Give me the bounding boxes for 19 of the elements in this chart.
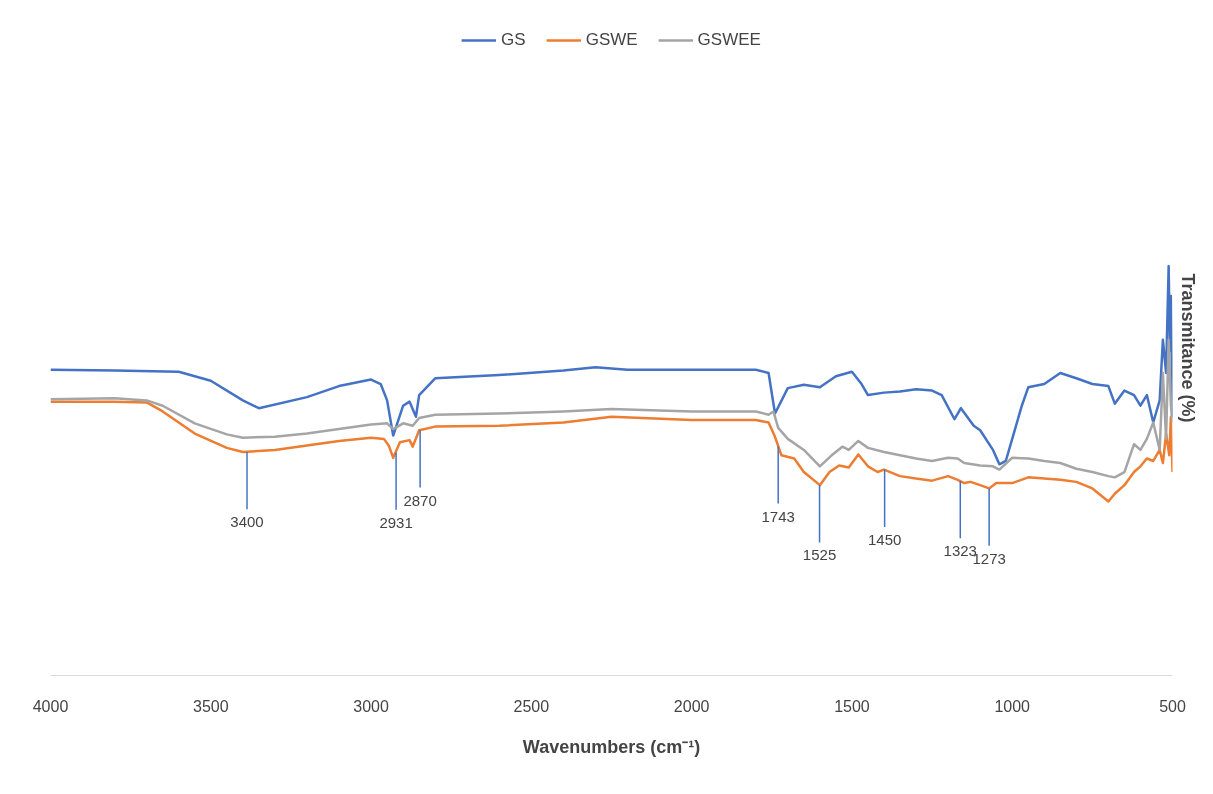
y-axis-title: Transmitance (%) bbox=[1177, 273, 1198, 423]
annotation: 2931 bbox=[379, 513, 413, 531]
x-tick-label: 4000 bbox=[32, 697, 69, 715]
x-tick-label: 500 bbox=[1159, 697, 1186, 715]
annotation: 3400 bbox=[230, 513, 264, 531]
x-tick-label: 1500 bbox=[834, 697, 870, 715]
x-tick-label: 2500 bbox=[513, 697, 550, 715]
legend-label: GS bbox=[501, 30, 526, 50]
annotation: 1743 bbox=[761, 507, 795, 525]
legend-label: GSWEE bbox=[697, 30, 761, 50]
annotation: 1525 bbox=[802, 546, 837, 564]
annotation: 1450 bbox=[867, 530, 902, 548]
annotation: 2870 bbox=[403, 491, 437, 509]
x-tick-label: 3500 bbox=[192, 697, 229, 715]
x-axis-title: Wavenumbers (cm⁻¹) bbox=[522, 736, 701, 757]
x-tick-label: 2000 bbox=[673, 697, 710, 715]
legend-label: GSWE bbox=[585, 30, 638, 50]
x-tick-label: 3000 bbox=[353, 697, 389, 715]
x-tick-label: 1000 bbox=[994, 697, 1031, 715]
